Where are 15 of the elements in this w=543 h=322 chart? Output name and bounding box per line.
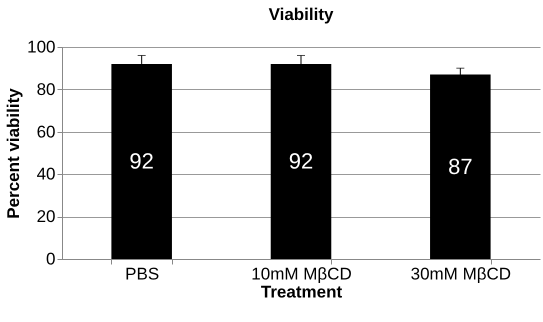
y-tick-label: 60: [36, 122, 56, 142]
x-tick-label: 10mM MβCD: [251, 264, 352, 284]
y-tick-label: 0: [46, 250, 56, 268]
y-tick-label: 20: [36, 207, 56, 226]
data-label: 92: [129, 148, 154, 174]
y-tick-label: 100: [27, 38, 56, 56]
data-label: 87: [448, 154, 473, 179]
data-label: 92: [288, 148, 314, 174]
x-tick-label: 30mM MβCD: [410, 264, 512, 284]
y-tick-label: 40: [36, 164, 56, 184]
y-tick-label: 80: [36, 80, 56, 99]
x-tick-label: PBS: [125, 264, 160, 284]
y-axis-title: Percent viability: [4, 88, 24, 219]
chart-title: Viability: [268, 5, 334, 24]
x-axis-title: Treatment: [260, 282, 342, 302]
